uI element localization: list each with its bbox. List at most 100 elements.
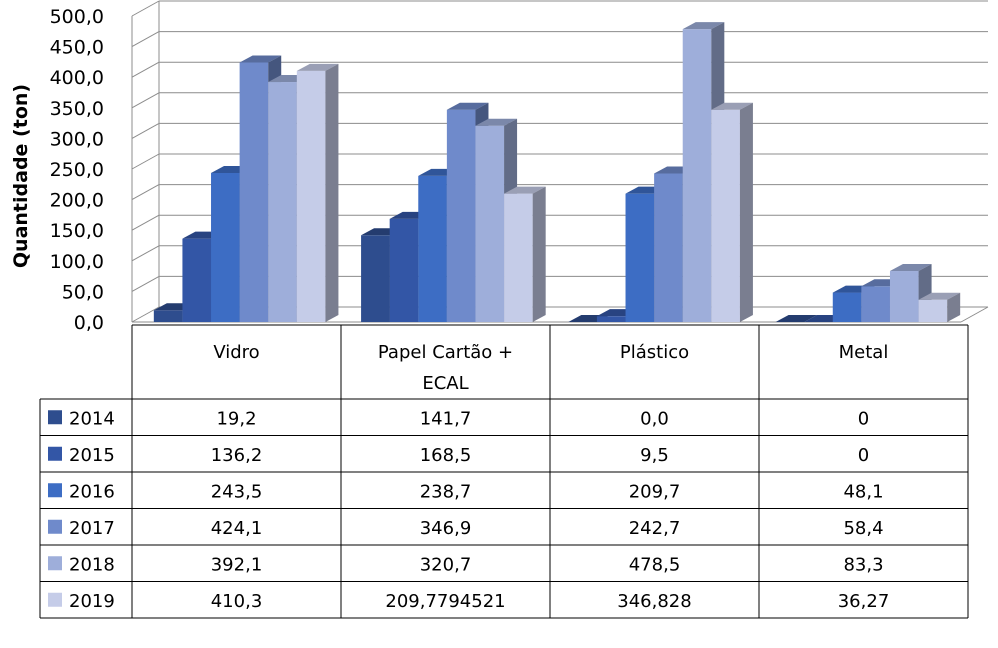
y-tick-label: 200,0 <box>50 190 104 212</box>
bar-front <box>711 109 740 322</box>
gridline-side <box>131 122 160 139</box>
legend-swatch <box>48 556 62 571</box>
y-axis-ticks: 0,0 50,0 100,0 150,0 200,0 250,0 300,0 350,0 400… <box>50 6 104 334</box>
bar-top <box>711 102 753 110</box>
y-tick-label: 350,0 <box>50 98 104 120</box>
data-label: 48,1 <box>843 481 883 502</box>
data-table: Vidro Papel Cartão + ECAL Plástico Metal 2014… <box>39 324 969 619</box>
bar-front <box>889 271 919 322</box>
legend-swatch <box>48 410 62 425</box>
data-label: 0 <box>858 445 869 466</box>
category-label: ECAL <box>422 373 468 394</box>
bar-front <box>296 70 326 323</box>
floor-right-edge <box>960 306 989 323</box>
legend-swatch <box>48 592 62 607</box>
data-label: 83,3 <box>843 554 883 575</box>
data-label: 168,5 <box>420 445 472 466</box>
data-label: 58,4 <box>843 518 883 539</box>
gridline-side <box>131 275 160 292</box>
bars <box>153 22 961 323</box>
gridline-side <box>131 245 160 262</box>
y-tick-label: 0,0 <box>74 312 104 334</box>
data-label: 0 <box>858 408 869 429</box>
bar-top <box>889 264 932 272</box>
bar-top <box>682 22 725 30</box>
bar-top <box>775 315 818 322</box>
data-label: 478,5 <box>629 554 681 575</box>
bar-front <box>625 193 655 322</box>
data-label: 424,1 <box>211 518 263 539</box>
y-tick-label: 150,0 <box>50 220 104 242</box>
y-tick-label: 100,0 <box>50 251 104 273</box>
bar-front <box>446 109 476 322</box>
data-label: 19,2 <box>216 408 256 429</box>
y-tick-label: 400,0 <box>50 67 104 89</box>
category-label: Papel Cartão + <box>378 342 513 363</box>
y-tick-label: 250,0 <box>50 159 104 181</box>
bar-front <box>239 62 269 322</box>
y-tick-label: 450,0 <box>50 37 104 59</box>
gridline-side <box>131 214 160 231</box>
legend-swatch <box>48 519 62 534</box>
gridline-side <box>131 61 160 78</box>
bar-front <box>596 316 626 322</box>
legend-label: 2016 <box>69 481 115 502</box>
bar <box>918 292 961 322</box>
bar-side <box>739 102 753 322</box>
data-label: 346,9 <box>420 518 472 539</box>
legend-label: 2018 <box>69 554 115 575</box>
bar <box>775 315 818 322</box>
legend-swatch <box>48 483 62 498</box>
bar-front <box>504 193 533 322</box>
bar-top <box>504 186 546 194</box>
y-tick-label: 300,0 <box>50 128 104 150</box>
bar <box>296 63 339 323</box>
category-label: Plástico <box>620 342 689 363</box>
data-label: 36,27 <box>838 591 890 612</box>
bar-side <box>325 63 339 323</box>
bar-front <box>211 172 240 322</box>
gridline-side <box>131 92 160 109</box>
bar <box>504 186 546 322</box>
bar-front <box>389 218 419 322</box>
data-label: 9,5 <box>640 445 669 466</box>
bar-side <box>532 186 546 322</box>
bar-front <box>918 299 948 322</box>
data-label: 410,3 <box>211 591 263 612</box>
data-label: 242,7 <box>629 518 681 539</box>
data-label: 141,7 <box>420 408 472 429</box>
legend-label: 2014 <box>69 408 115 429</box>
bar-top <box>918 292 961 300</box>
data-label: 392,1 <box>211 554 263 575</box>
legend-swatch <box>48 446 62 461</box>
bar-front <box>654 173 683 322</box>
bar-front <box>682 29 712 323</box>
bar-front <box>861 286 890 322</box>
legend-label: 2015 <box>69 445 115 466</box>
y-tick-label: 500,0 <box>50 6 104 28</box>
bar-side <box>947 292 961 322</box>
data-label: 0,0 <box>640 408 669 429</box>
bar-front <box>361 235 390 322</box>
data-label: 320,7 <box>420 554 472 575</box>
y-tick-label: 50,0 <box>62 281 104 303</box>
gridline-side <box>131 0 160 17</box>
bar-top <box>475 118 518 126</box>
gridline-side <box>131 153 160 170</box>
gridline-side <box>131 31 160 48</box>
data-label: 238,7 <box>420 481 472 502</box>
bar-front <box>418 175 447 322</box>
data-label: 243,5 <box>211 481 263 502</box>
gridline-side <box>131 184 160 201</box>
bar <box>889 264 932 322</box>
data-label: 136,2 <box>211 445 263 466</box>
bar-front <box>268 82 297 323</box>
bar <box>711 102 753 322</box>
bar-top <box>239 55 282 63</box>
data-label: 346,828 <box>617 591 691 612</box>
category-label: Metal <box>839 342 889 363</box>
gridline-side <box>131 306 160 323</box>
bar-top <box>296 63 339 71</box>
bar-front <box>832 292 862 322</box>
